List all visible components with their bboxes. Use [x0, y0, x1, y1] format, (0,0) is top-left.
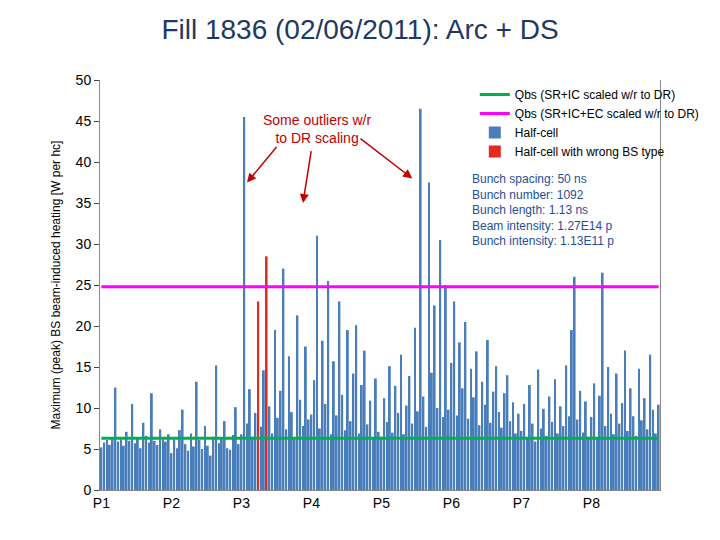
svg-text:45: 45 — [76, 113, 92, 129]
svg-text:50: 50 — [76, 72, 92, 88]
svg-text:5: 5 — [83, 441, 91, 457]
svg-text:Half-cell with wrong BS type: Half-cell with wrong BS type — [515, 145, 665, 159]
svg-text:Fill 1836 (02/06/2011): Arc +: Fill 1836 (02/06/2011): Arc + DS — [161, 14, 558, 45]
svg-text:20: 20 — [76, 318, 92, 334]
svg-text:P3: P3 — [233, 495, 250, 511]
svg-text:P5: P5 — [373, 495, 390, 511]
svg-text:Bunch spacing: 50 nsBunch numb: Bunch spacing: 50 nsBunch number: 1092Bu… — [472, 172, 614, 248]
svg-text:Some outliers w/rto DR scaling: Some outliers w/rto DR scaling — [263, 112, 371, 146]
svg-text:Qbs (SR+IC scaled w/r to DR): Qbs (SR+IC scaled w/r to DR) — [515, 88, 675, 102]
svg-text:15: 15 — [76, 359, 92, 375]
svg-text:P4: P4 — [303, 495, 320, 511]
svg-text:25: 25 — [76, 277, 92, 293]
svg-text:P2: P2 — [163, 495, 180, 511]
svg-text:Qbs (SR+IC+EC scaled w/r to DR: Qbs (SR+IC+EC scaled w/r to DR) — [515, 107, 699, 121]
svg-text:P6: P6 — [443, 495, 460, 511]
svg-text:35: 35 — [76, 195, 92, 211]
svg-text:Half-cell: Half-cell — [515, 126, 558, 140]
svg-text:0: 0 — [83, 482, 91, 498]
svg-text:10: 10 — [76, 400, 92, 416]
svg-text:P8: P8 — [583, 495, 600, 511]
svg-text:40: 40 — [76, 154, 92, 170]
svg-text:Maximum (peak) BS beam-induced: Maximum (peak) BS beam-induced heating [… — [49, 141, 63, 430]
svg-text:P1: P1 — [93, 495, 110, 511]
svg-text:P7: P7 — [513, 495, 530, 511]
svg-text:30: 30 — [76, 236, 92, 252]
